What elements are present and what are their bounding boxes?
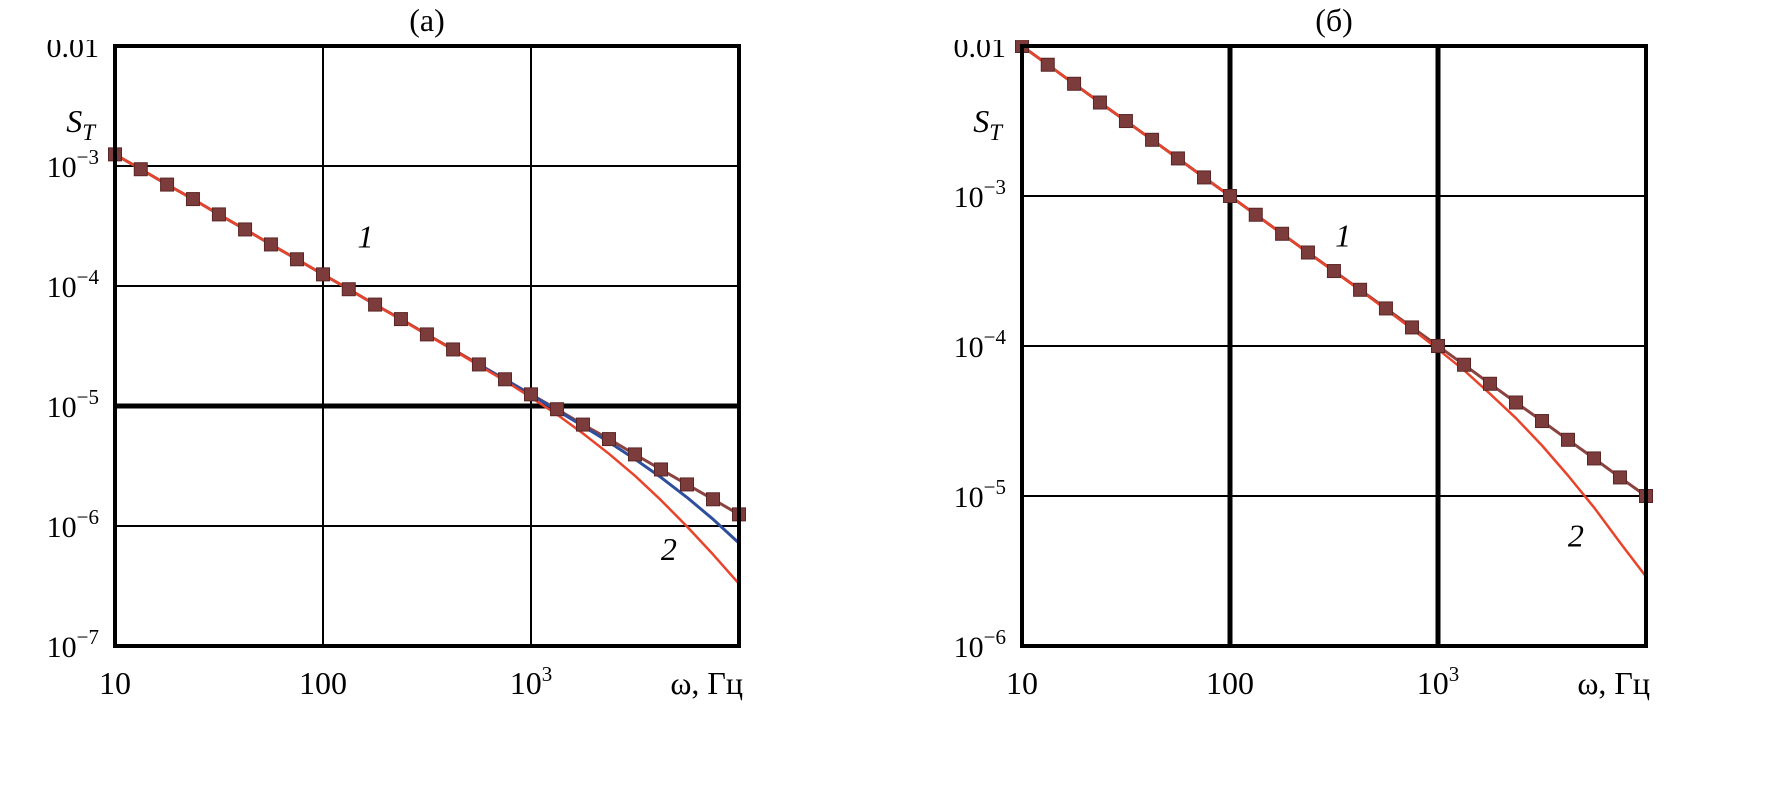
square-marker [368, 297, 383, 312]
y-tick-label: 10−6 [954, 625, 1006, 664]
square-marker [1170, 151, 1185, 166]
square-marker [1275, 226, 1290, 241]
square-marker [316, 267, 330, 282]
square-marker [1561, 432, 1576, 447]
series-2-line [114, 153, 740, 585]
square-marker [185, 192, 200, 207]
square-marker [679, 477, 694, 492]
square-marker [1326, 264, 1341, 279]
x-tick-label: 103 [510, 662, 553, 701]
square-marker [1353, 282, 1368, 297]
series-group [1015, 40, 1653, 578]
square-marker [1431, 339, 1445, 353]
y-tick-label: 10−5 [954, 475, 1006, 514]
square-marker [1457, 357, 1472, 372]
square-marker [393, 312, 408, 327]
square-marker [446, 342, 461, 357]
y-tick-label: 0.01 [954, 40, 1007, 64]
square-marker [1378, 301, 1393, 316]
square-marker [1508, 395, 1523, 410]
y-tick-label: 10−4 [47, 265, 100, 304]
chart-b-plot: 0.01 10−3 10−4 10−5 10−610 100 103 ω, Гц ST 1 2 [954, 40, 1653, 701]
curve-label-2: 2 [661, 531, 677, 567]
x-tick-label: 100 [1206, 665, 1254, 701]
series-1-markers [1015, 40, 1653, 503]
x-tick-label: 103 [1417, 662, 1460, 701]
y-tick-label: 0.01 [47, 40, 100, 64]
y-tick-label: 10−3 [47, 145, 99, 184]
square-marker [498, 372, 513, 387]
x-axis-label: ω, Гц [670, 665, 743, 701]
chart-a-title: (а) [409, 2, 445, 38]
square-marker [627, 447, 642, 462]
x-tick-label: 100 [299, 665, 347, 701]
square-marker [1534, 414, 1549, 429]
y-axis-label: ST [66, 103, 97, 145]
square-marker [1197, 170, 1212, 185]
square-marker [1145, 132, 1160, 147]
square-marker [1300, 245, 1315, 260]
plot-frame [113, 44, 741, 648]
square-marker [211, 207, 226, 222]
square-marker [290, 252, 305, 267]
plot-frame [1020, 44, 1648, 648]
square-marker [238, 222, 253, 237]
square-marker [550, 402, 565, 417]
square-marker [1613, 470, 1628, 485]
square-marker [471, 357, 486, 372]
square-marker [1248, 207, 1263, 222]
x-tick-label: 10 [1006, 665, 1038, 701]
square-marker [1586, 451, 1601, 466]
x-axis-label: ω, Гц [1577, 665, 1650, 701]
curve-label-2: 2 [1568, 518, 1584, 554]
square-marker [1482, 376, 1497, 391]
square-marker [524, 387, 538, 402]
y-axis-label: ST [973, 103, 1004, 145]
square-marker [1223, 189, 1237, 203]
y-tick-label: 10−6 [47, 505, 99, 544]
square-marker [654, 462, 669, 477]
square-marker [1040, 57, 1055, 72]
square-marker [706, 492, 721, 507]
chart-a-plot: 0.01 10−3 10−4 10−5 10−6 10−710 100 103 ω, Гц ST 1… [47, 40, 746, 701]
series-group [108, 147, 746, 585]
x-tick-label: 10 [99, 665, 131, 701]
square-marker [601, 432, 616, 447]
square-marker [160, 177, 175, 192]
square-marker [1118, 114, 1133, 129]
square-marker [419, 327, 434, 342]
square-marker [1405, 320, 1420, 335]
y-tick-label: 10−5 [47, 385, 99, 424]
series-2-line [1021, 44, 1647, 578]
square-marker [1092, 95, 1107, 110]
y-tick-label: 10−7 [47, 625, 99, 664]
square-marker [133, 162, 148, 177]
curve-label-1: 1 [1335, 218, 1351, 254]
chart-a: (а) 0.01 10−3 10−4 10−5 10−6 10−7 10 100 103 ω, Г… [0, 0, 860, 788]
square-marker [1067, 76, 1082, 91]
y-tick-label: 10−4 [954, 325, 1007, 364]
square-marker [341, 282, 356, 297]
chart-b-title: (б) [1315, 2, 1353, 38]
square-marker [575, 417, 590, 432]
y-tick-label: 10−3 [954, 175, 1006, 214]
gridlines [115, 46, 739, 646]
series-1-markers [108, 147, 746, 522]
gridlines [1022, 46, 1646, 646]
square-marker [263, 237, 278, 252]
chart-b: (б) 0.01 10−3 10−4 10−5 10−6 10 100 103 ω, Гц ST 1… [907, 0, 1767, 788]
curve-label-1: 1 [357, 218, 373, 254]
